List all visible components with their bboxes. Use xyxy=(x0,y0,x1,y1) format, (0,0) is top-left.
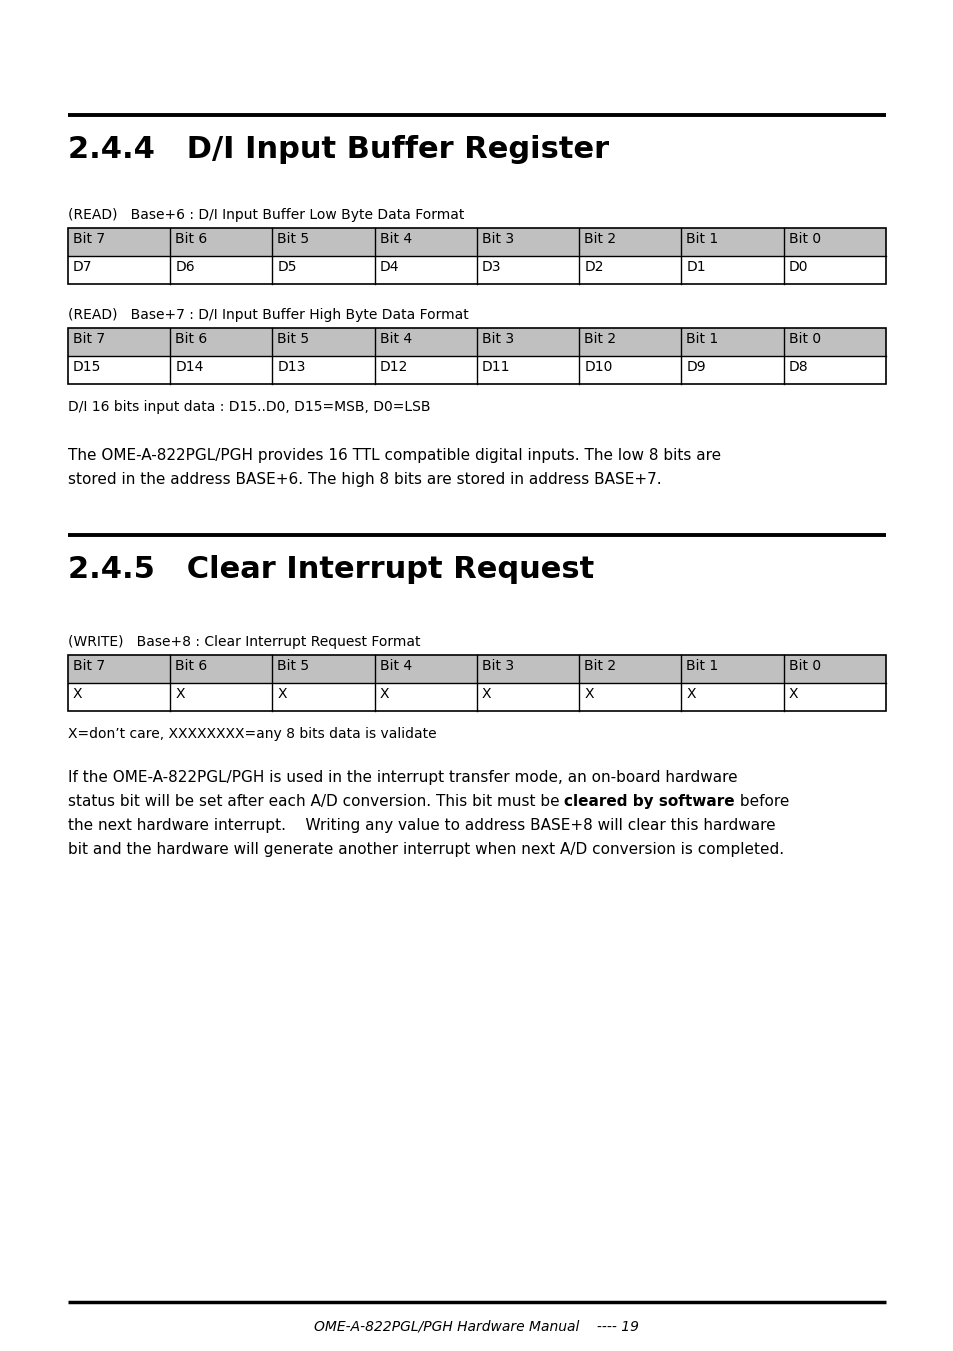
Text: Bit 1: Bit 1 xyxy=(686,232,718,246)
Text: Bit 1: Bit 1 xyxy=(686,659,718,673)
Text: X: X xyxy=(583,688,593,701)
Bar xyxy=(273,228,375,255)
Text: bit and the hardware will generate another interrupt when next A/D conversion is: bit and the hardware will generate anoth… xyxy=(68,842,783,857)
Text: D0: D0 xyxy=(788,259,807,274)
Bar xyxy=(68,228,170,255)
Text: Bit 3: Bit 3 xyxy=(481,332,514,346)
Text: D14: D14 xyxy=(175,359,203,374)
Text: cleared by software: cleared by software xyxy=(564,794,735,809)
Text: Bit 5: Bit 5 xyxy=(277,232,310,246)
Bar xyxy=(68,328,170,357)
Text: Bit 0: Bit 0 xyxy=(788,232,820,246)
Bar xyxy=(68,228,885,284)
Bar xyxy=(375,228,476,255)
Bar xyxy=(170,228,273,255)
Text: The OME-A-822PGL/PGH provides 16 TTL compatible digital inputs. The low 8 bits a: The OME-A-822PGL/PGH provides 16 TTL com… xyxy=(68,449,720,463)
Bar xyxy=(273,328,375,357)
Text: X=don’t care, XXXXXXXX=any 8 bits data is validate: X=don’t care, XXXXXXXX=any 8 bits data i… xyxy=(68,727,436,740)
Bar xyxy=(375,328,476,357)
Text: Bit 2: Bit 2 xyxy=(583,332,616,346)
Text: X: X xyxy=(379,688,389,701)
Bar xyxy=(273,655,375,684)
Bar xyxy=(476,328,578,357)
Text: D/I 16 bits input data : D15..D0, D15=MSB, D0=LSB: D/I 16 bits input data : D15..D0, D15=MS… xyxy=(68,400,430,413)
Bar xyxy=(68,328,885,384)
Text: Bit 6: Bit 6 xyxy=(175,659,208,673)
Bar xyxy=(68,328,885,384)
Bar xyxy=(476,655,578,684)
Text: Bit 4: Bit 4 xyxy=(379,659,412,673)
Bar xyxy=(578,328,680,357)
Bar xyxy=(68,655,885,711)
Text: X: X xyxy=(686,688,696,701)
Text: D1: D1 xyxy=(686,259,705,274)
Text: D3: D3 xyxy=(481,259,501,274)
Text: X: X xyxy=(73,688,82,701)
Text: Bit 1: Bit 1 xyxy=(686,332,718,346)
Bar xyxy=(680,655,783,684)
Text: Bit 6: Bit 6 xyxy=(175,332,208,346)
Text: X: X xyxy=(788,688,798,701)
Text: Bit 7: Bit 7 xyxy=(73,332,105,346)
Text: D2: D2 xyxy=(583,259,603,274)
Bar xyxy=(578,655,680,684)
Text: (WRITE)   Base+8 : Clear Interrupt Request Format: (WRITE) Base+8 : Clear Interrupt Request… xyxy=(68,635,420,648)
Text: Bit 5: Bit 5 xyxy=(277,659,310,673)
Text: D5: D5 xyxy=(277,259,296,274)
Text: stored in the address BASE+6. The high 8 bits are stored in address BASE+7.: stored in the address BASE+6. The high 8… xyxy=(68,471,661,486)
Text: before: before xyxy=(735,794,789,809)
Bar xyxy=(68,655,885,711)
Text: status bit will be set after each A/D conversion. This bit must be: status bit will be set after each A/D co… xyxy=(68,794,564,809)
Text: D12: D12 xyxy=(379,359,408,374)
Text: D6: D6 xyxy=(175,259,194,274)
Text: X: X xyxy=(481,688,491,701)
Text: D13: D13 xyxy=(277,359,306,374)
Text: OME-A-822PGL/PGH Hardware Manual    ---- 19: OME-A-822PGL/PGH Hardware Manual ---- 19 xyxy=(314,1320,639,1333)
Text: If the OME-A-822PGL/PGH is used in the interrupt transfer mode, an on-board hard: If the OME-A-822PGL/PGH is used in the i… xyxy=(68,770,737,785)
Bar xyxy=(170,328,273,357)
Bar xyxy=(476,228,578,255)
Bar xyxy=(783,328,885,357)
Text: 2.4.4   D/I Input Buffer Register: 2.4.4 D/I Input Buffer Register xyxy=(68,135,608,163)
Text: Bit 3: Bit 3 xyxy=(481,232,514,246)
Text: Bit 2: Bit 2 xyxy=(583,659,616,673)
Text: D4: D4 xyxy=(379,259,399,274)
Bar xyxy=(783,228,885,255)
Text: D15: D15 xyxy=(73,359,101,374)
Bar xyxy=(783,655,885,684)
Text: D9: D9 xyxy=(686,359,705,374)
Bar xyxy=(170,655,273,684)
Text: Bit 6: Bit 6 xyxy=(175,232,208,246)
Bar xyxy=(578,228,680,255)
Text: X: X xyxy=(277,688,287,701)
Text: D11: D11 xyxy=(481,359,510,374)
Bar xyxy=(680,328,783,357)
Text: D10: D10 xyxy=(583,359,612,374)
Bar xyxy=(68,228,885,284)
Text: (READ)   Base+7 : D/I Input Buffer High Byte Data Format: (READ) Base+7 : D/I Input Buffer High By… xyxy=(68,308,468,322)
Bar xyxy=(375,655,476,684)
Text: X: X xyxy=(175,688,185,701)
Text: Bit 0: Bit 0 xyxy=(788,659,820,673)
Text: Bit 7: Bit 7 xyxy=(73,659,105,673)
Text: Bit 4: Bit 4 xyxy=(379,332,412,346)
Text: D7: D7 xyxy=(73,259,92,274)
Bar xyxy=(680,228,783,255)
Text: 2.4.5   Clear Interrupt Request: 2.4.5 Clear Interrupt Request xyxy=(68,555,594,584)
Text: D8: D8 xyxy=(788,359,807,374)
Text: Bit 0: Bit 0 xyxy=(788,332,820,346)
Text: Bit 2: Bit 2 xyxy=(583,232,616,246)
Bar xyxy=(68,655,170,684)
Text: Bit 4: Bit 4 xyxy=(379,232,412,246)
Text: the next hardware interrupt.    Writing any value to address BASE+8 will clear t: the next hardware interrupt. Writing any… xyxy=(68,817,775,834)
Text: Bit 7: Bit 7 xyxy=(73,232,105,246)
Text: Bit 5: Bit 5 xyxy=(277,332,310,346)
Text: (READ)   Base+6 : D/I Input Buffer Low Byte Data Format: (READ) Base+6 : D/I Input Buffer Low Byt… xyxy=(68,208,464,222)
Text: Bit 3: Bit 3 xyxy=(481,659,514,673)
